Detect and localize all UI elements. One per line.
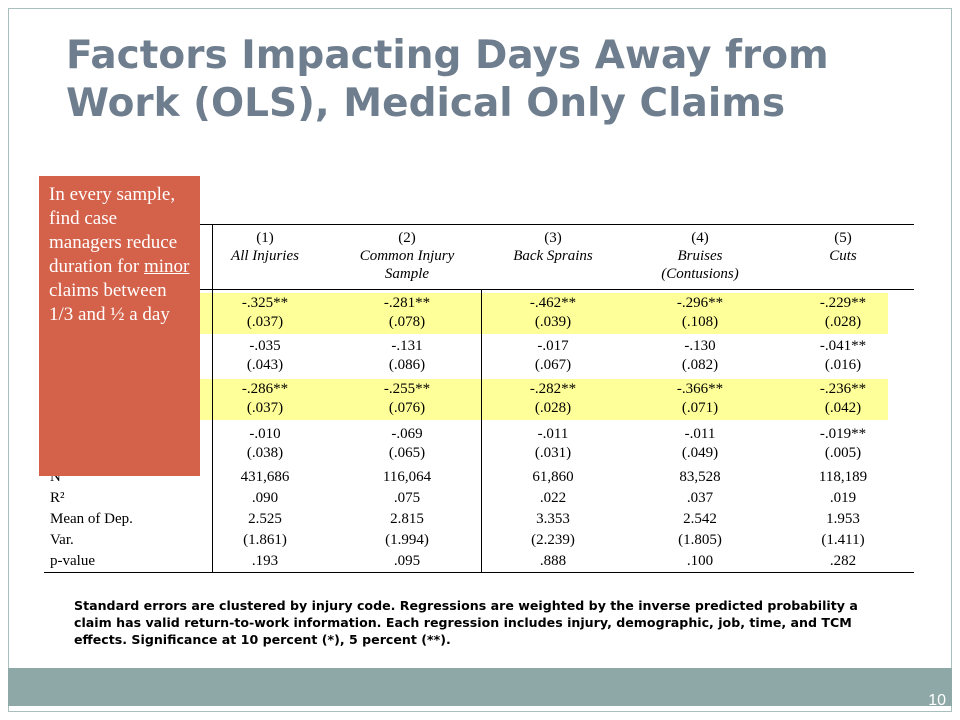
coef-cell: -.017 [537, 338, 569, 354]
se-cell: (.049) [681, 445, 719, 461]
se-cell: (.082) [681, 357, 719, 373]
stat-cell: .090 [251, 490, 279, 506]
stat-cell: 2.525 [248, 511, 282, 527]
se-cell: (.031) [534, 445, 572, 461]
stat-cell: 61,860 [532, 469, 574, 485]
stat-cell: 83,528 [679, 469, 721, 485]
se-cell: (.076) [388, 400, 426, 416]
se-cell: (.108) [681, 314, 719, 330]
callout-text-1: In every sample, find case managers redu… [49, 184, 178, 277]
coef-cell: -.011 [684, 426, 716, 442]
stat-cell: .888 [539, 553, 567, 569]
se-cell: (.028) [534, 400, 572, 416]
stat-cell: .282 [829, 553, 857, 569]
coef-cell: -.011 [537, 426, 569, 442]
stat-row-label-n: N [50, 469, 61, 485]
stat-row-label-mean: Mean of Dep. [50, 511, 133, 527]
coef-cell: -.286** [241, 381, 289, 397]
se-cell: (.067) [534, 357, 572, 373]
callout-text-2: claims between 1/3 and ½ a day [49, 280, 170, 325]
table-left-rule [212, 224, 213, 572]
stat-cell: .193 [251, 553, 279, 569]
stat-cell: (1.805) [678, 532, 722, 548]
se-cell: (.071) [681, 400, 719, 416]
stat-cell: (2.239) [531, 532, 575, 548]
column-header-4: (4) Bruises (Contusions) [661, 230, 739, 282]
coef-cell: -.229** [819, 295, 867, 311]
stat-cell: 2.815 [390, 511, 424, 527]
slide-title: Factors Impacting Days Away from Work (O… [66, 33, 829, 126]
stat-cell: 431,686 [240, 469, 290, 485]
coef-cell: -.462** [529, 295, 577, 311]
coef-cell: -.366** [676, 381, 724, 397]
se-cell: (.065) [388, 445, 426, 461]
coef-cell: -.255** [383, 381, 431, 397]
stat-cell: (1.861) [243, 532, 287, 548]
coef-cell: -.282** [529, 381, 577, 397]
stat-row-label-var: Var. [50, 532, 74, 548]
stat-row-label-r2: R² [50, 490, 65, 506]
stat-cell: .022 [539, 490, 567, 506]
stat-cell: (1.994) [385, 532, 429, 548]
stat-cell: 2.542 [683, 511, 717, 527]
stat-cell: .095 [393, 553, 421, 569]
stat-cell: .100 [686, 553, 714, 569]
slide-number: 10 [928, 692, 946, 709]
table-header-rule [200, 289, 914, 290]
column-header-2: (2) Common Injury Sample [359, 230, 455, 282]
table-footnote: Standard errors are clustered by injury … [74, 598, 858, 647]
se-cell: (.078) [388, 314, 426, 330]
se-cell: (.028) [824, 314, 862, 330]
coef-cell: -.035 [249, 338, 281, 354]
column-header-1: (1) All Injuries [231, 230, 299, 264]
se-cell: (.037) [246, 400, 284, 416]
se-cell: (.042) [824, 400, 862, 416]
stat-cell: 1.953 [826, 511, 860, 527]
slide-frame [8, 8, 952, 712]
column-header-3: (3) Back Sprains [513, 230, 593, 264]
coef-cell: -.131 [391, 338, 423, 354]
stat-cell: (1.411) [821, 532, 865, 548]
stat-cell: 3.353 [536, 511, 570, 527]
table-mid-rule [481, 289, 482, 572]
coef-cell: -.019** [819, 426, 867, 442]
se-cell: (.086) [388, 357, 426, 373]
se-cell: (.037) [246, 314, 284, 330]
coef-cell: -.041** [819, 338, 867, 354]
coef-cell: -.296** [676, 295, 724, 311]
stat-row-label-pvalue: p-value [50, 553, 95, 569]
se-cell: (.038) [246, 445, 284, 461]
footer-band [8, 668, 952, 706]
stat-cell: .019 [829, 490, 857, 506]
callout-underlined-word: minor [143, 256, 190, 277]
stat-cell: .037 [686, 490, 714, 506]
coef-cell: -.281** [383, 295, 431, 311]
coef-cell: -.325** [241, 295, 289, 311]
highlight-row-3 [200, 379, 888, 420]
table-top-rule [200, 224, 914, 225]
coef-cell: -.130 [684, 338, 716, 354]
stat-cell: .075 [393, 490, 421, 506]
se-cell: (.043) [246, 357, 284, 373]
stat-cell: 118,189 [818, 469, 868, 485]
stat-cell: 116,064 [382, 469, 432, 485]
coef-cell: -.069 [391, 426, 423, 442]
coef-cell: -.236** [819, 381, 867, 397]
se-cell: (.039) [534, 314, 572, 330]
highlight-row-1 [200, 293, 888, 334]
se-cell: (.016) [824, 357, 862, 373]
callout-box: In every sample, find case managers redu… [39, 176, 200, 476]
column-header-5: (5) Cuts [829, 230, 857, 264]
table-bottom-rule [44, 572, 914, 573]
coef-cell: -.010 [249, 426, 281, 442]
se-cell: (.005) [824, 445, 862, 461]
